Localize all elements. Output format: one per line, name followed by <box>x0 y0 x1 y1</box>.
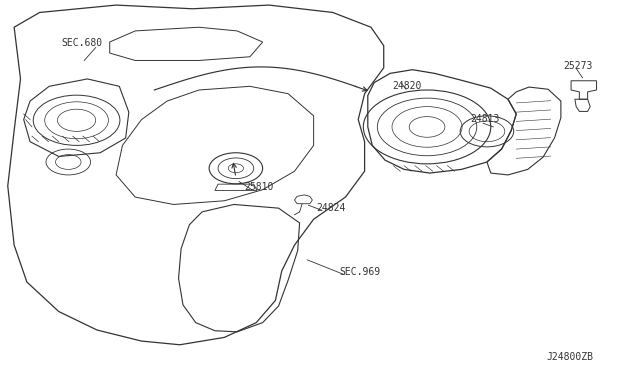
Text: 24824: 24824 <box>316 203 346 213</box>
Text: 25810: 25810 <box>245 182 274 192</box>
Text: J24800ZB: J24800ZB <box>547 352 594 362</box>
Text: 25273: 25273 <box>563 61 593 71</box>
Text: 24820: 24820 <box>393 81 422 91</box>
Text: SEC.969: SEC.969 <box>339 267 380 278</box>
Text: SEC.680: SEC.680 <box>61 38 102 48</box>
Text: 24813: 24813 <box>470 115 500 125</box>
